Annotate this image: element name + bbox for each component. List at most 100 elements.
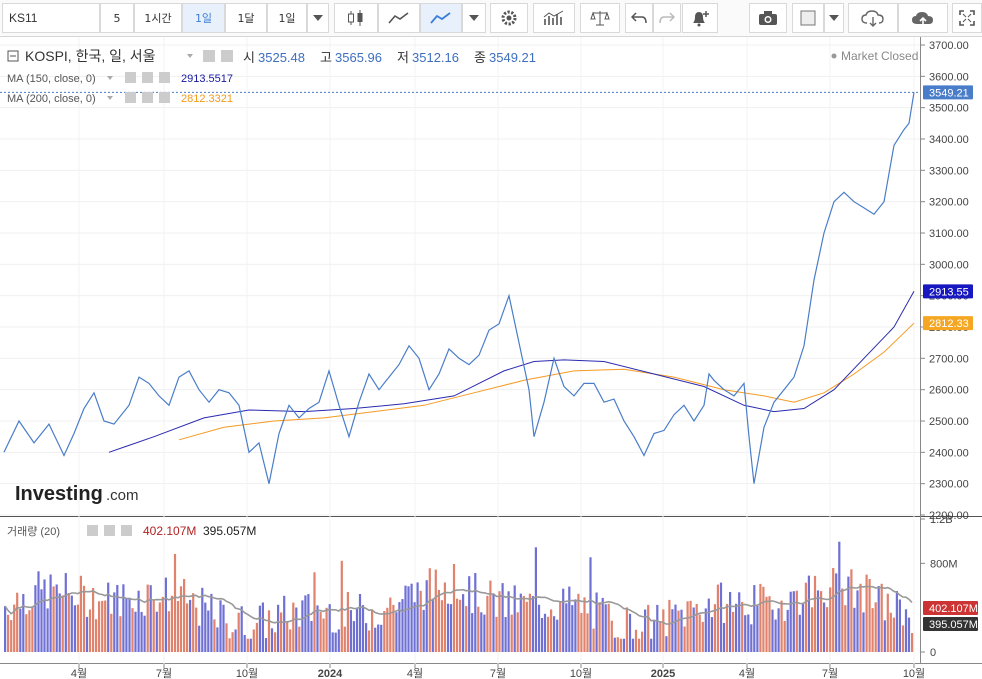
volume-bar [146, 584, 149, 652]
volume-bar [677, 610, 680, 652]
volume-bar [695, 603, 698, 652]
volume-bar [571, 605, 574, 652]
chevron-down-icon[interactable] [107, 76, 113, 80]
svg-text:2913.5517: 2913.5517 [181, 73, 233, 85]
time-tick-label: 7월 [822, 667, 838, 679]
volume-bar [82, 585, 86, 652]
chevron-down-icon[interactable] [107, 96, 113, 100]
candles-style-button[interactable] [334, 3, 378, 33]
undo-button[interactable] [625, 3, 653, 33]
interval-5min-button[interactable]: 5 [100, 3, 134, 33]
volume-bar [877, 586, 880, 652]
gear-icon[interactable] [142, 72, 153, 83]
area-style-button[interactable] [378, 3, 420, 33]
volume-ma-tag: 395.057M [923, 617, 978, 631]
symbol-input[interactable]: KS11 [2, 3, 100, 33]
volume-bar [437, 590, 440, 652]
chevron-down-icon[interactable] [187, 54, 193, 58]
investing-logo: Investing .com [15, 483, 139, 505]
volume-bar [449, 604, 453, 652]
eye-icon[interactable] [87, 525, 98, 536]
line-style-button[interactable] [420, 3, 462, 33]
volume-bar [507, 591, 510, 652]
volume-bar [631, 638, 635, 652]
volume-bar [13, 604, 16, 652]
compare-button[interactable] [580, 3, 620, 33]
chevron-down-icon [829, 15, 839, 21]
svg-text:395.057M: 395.057M [203, 524, 256, 538]
close-icon[interactable] [159, 92, 170, 103]
price-tick-label: 2300.00 [929, 479, 969, 491]
time-tick-label: 7월 [490, 667, 506, 679]
interval-custom-button[interactable]: 1일 [267, 3, 307, 33]
volume-bar [92, 588, 95, 652]
interval-1day-button[interactable]: 1일 [182, 3, 225, 33]
volume-bar [729, 592, 732, 652]
template-button[interactable] [792, 3, 824, 33]
time-tick-label: 4월 [71, 667, 87, 679]
save-chart-button[interactable] [898, 3, 948, 33]
volume-bar [37, 571, 40, 652]
time-tick-label: 2025 [651, 668, 675, 679]
time-axis[interactable]: 4월 7월 10월 2024 4월 7월 10월 2025 4월 7월 10월 [71, 664, 925, 679]
eye-icon[interactable] [125, 72, 136, 83]
gear-icon[interactable] [221, 50, 233, 62]
interval-1month-button[interactable]: 1달 [225, 3, 267, 33]
screenshot-button[interactable] [749, 3, 787, 33]
interval-dropdown-button[interactable] [307, 3, 329, 33]
volume-bar [750, 624, 753, 652]
price-tick-label: 3000.00 [929, 259, 969, 271]
volume-bar [789, 591, 792, 652]
volume-tick-label: 1.2B [930, 514, 953, 526]
svg-text:3565.96: 3565.96 [335, 50, 382, 65]
volume-bar [446, 603, 450, 652]
volume-bar [568, 586, 571, 652]
chart-toolbar: KS11 5 1시간 1일 1달 1일 [0, 0, 982, 37]
redo-button[interactable] [653, 3, 681, 33]
collapse-icon[interactable] [7, 50, 19, 62]
volume-bar [583, 597, 586, 652]
volume-bar [298, 626, 301, 652]
candlestick-icon [348, 10, 363, 26]
volume-bar [604, 604, 607, 652]
volume-tick-label: 800M [930, 558, 958, 570]
volume-bar [829, 587, 832, 652]
volume-bar [95, 619, 98, 652]
eye-icon[interactable] [203, 50, 215, 62]
chart-style-dropdown[interactable] [462, 3, 486, 33]
gear-icon[interactable] [104, 525, 115, 536]
close-icon[interactable] [121, 525, 132, 536]
volume-bar [49, 574, 52, 652]
volume-bar [686, 601, 689, 652]
gear-icon[interactable] [142, 92, 153, 103]
price-axis[interactable]: 3700.00 3600.00 3500.00 3400.00 3300.00 3200.… [920, 40, 969, 522]
fullscreen-button[interactable] [952, 3, 982, 33]
settings-button[interactable] [490, 3, 528, 33]
load-chart-button[interactable] [848, 3, 898, 33]
volume-bar [550, 609, 553, 652]
eye-icon[interactable] [125, 92, 136, 103]
close-icon[interactable] [159, 72, 170, 83]
volume-bar [389, 597, 392, 652]
price-tick-label: 3600.00 [929, 71, 969, 83]
ma150-line [108, 291, 915, 453]
interval-1hour-button[interactable]: 1시간 [134, 3, 182, 33]
svg-text:시: 시 [243, 50, 255, 65]
template-dropdown[interactable] [824, 3, 844, 33]
alert-button[interactable] [682, 3, 718, 33]
volume-bar [7, 614, 10, 652]
indicators-button[interactable] [533, 3, 575, 33]
volume-axis[interactable]: 1.2B 800M 0 [920, 514, 958, 659]
volume-bar [216, 627, 219, 652]
volume-bar [340, 560, 343, 652]
price-line [3, 92, 915, 484]
volume-bar [898, 599, 901, 652]
legend-title: KOSPI, 한국, 일, 서울 [25, 48, 156, 64]
line-chart-icon [388, 12, 409, 24]
chart-area[interactable]: 3700.00 3600.00 3500.00 3400.00 3300.00 3200.… [0, 37, 982, 679]
volume-bar [607, 603, 610, 652]
volume-bar [901, 625, 905, 652]
volume-bar [904, 609, 908, 652]
volume-bar [835, 573, 838, 652]
volume-bar [280, 612, 283, 652]
